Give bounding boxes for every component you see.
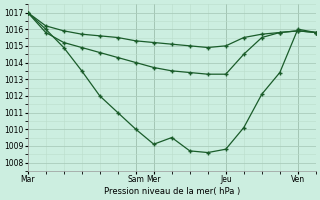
X-axis label: Pression niveau de la mer( hPa ): Pression niveau de la mer( hPa ) [104, 187, 240, 196]
